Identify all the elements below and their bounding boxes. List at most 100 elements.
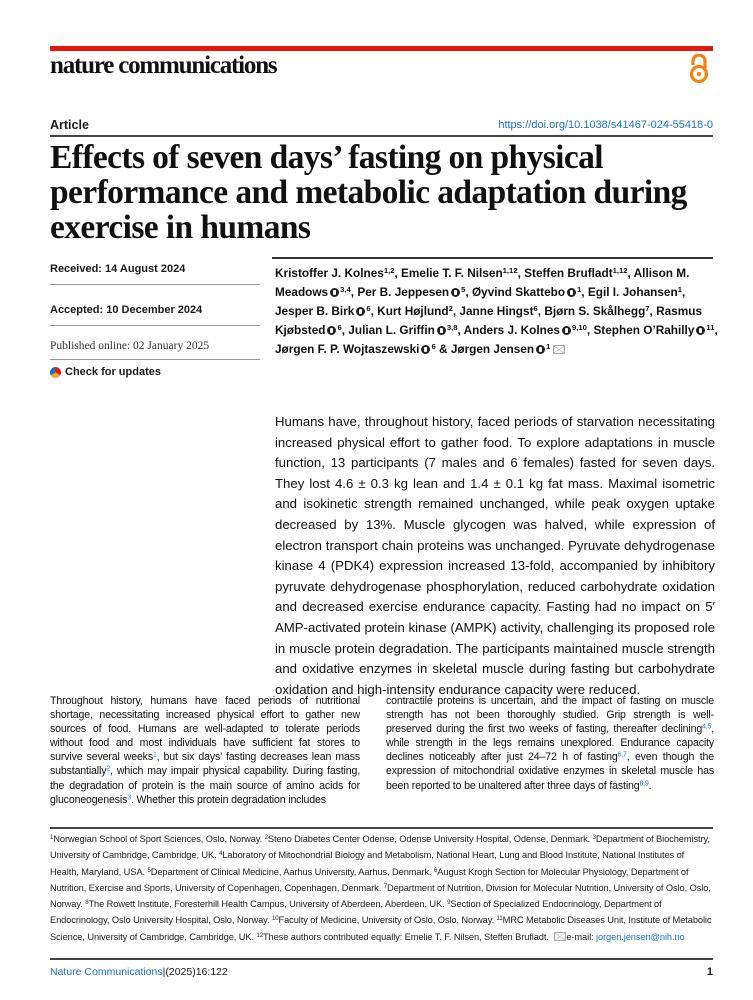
author-affiliation-ref: 11 (706, 323, 715, 333)
article-type: Article (50, 118, 89, 132)
author[interactable]: Anders J. Kolnes 9,10 (464, 323, 587, 337)
author-name: Jørgen Jensen (450, 342, 535, 356)
affiliation-number: 1 (50, 834, 54, 841)
orcid-icon[interactable] (356, 307, 366, 316)
check-for-updates-button[interactable]: Check for updates (50, 366, 161, 378)
email-icon[interactable] (553, 345, 566, 354)
divider (50, 135, 713, 137)
author-name: Stephen O’Rahilly (593, 323, 695, 337)
author[interactable]: Jørgen Jensen 1 (451, 342, 566, 356)
author-affiliation-ref: 5 (461, 285, 466, 295)
author[interactable]: Kristoffer J. Kolnes1,2 (275, 266, 394, 280)
author-name: Øyvind Skattebo (471, 285, 566, 299)
affiliation-number: 12 (256, 932, 263, 939)
author-affiliation-ref: 1 (677, 285, 682, 295)
reference-link[interactable]: 3 (127, 794, 131, 802)
divider (50, 958, 713, 960)
doi-link[interactable]: https://doi.org/10.1038/s41467-024-55418… (498, 119, 713, 131)
affiliation: Norwegian School of Sport Sciences, Oslo… (53, 834, 265, 844)
author-affiliation-ref: 7 (645, 304, 650, 314)
orcid-icon[interactable] (696, 326, 706, 335)
author-affiliation-ref: 6 (366, 304, 371, 314)
affiliation: Department of Nutrition, Division for Mo… (50, 882, 711, 910)
journal-logo: nature communications (50, 52, 278, 79)
author-affiliation-ref: 1 (546, 342, 551, 352)
author[interactable]: Per B. Jeppesen 5 (357, 285, 465, 299)
reference-link[interactable]: 2 (106, 766, 111, 774)
published-date: Published online: 02 January 2025 (50, 340, 210, 352)
affiliation-number: 9 (447, 900, 451, 907)
author-affiliation-ref: 6 (337, 323, 342, 333)
author-affiliation-ref: 1,12 (502, 266, 518, 276)
author[interactable]: Julian L. Griffin 3,8 (348, 323, 457, 337)
author-name: Jesper B. Birk (275, 304, 355, 318)
article-title: Effects of seven days’ fasting on physic… (50, 139, 687, 246)
affiliations: 1Norwegian School of Sport Sciences, Osl… (50, 831, 715, 945)
divider (272, 257, 713, 259)
divider (50, 325, 260, 326)
author[interactable]: Egil I. Johansen1 (588, 285, 682, 299)
footer-journal-link[interactable]: Nature Communications (50, 966, 163, 978)
author-name: Kurt Højlund (377, 304, 449, 318)
email-link[interactable]: jorgen.jensen@nih.no (596, 931, 685, 942)
affiliation-number: 7 (383, 883, 387, 890)
author[interactable]: Allison M. Meadows 3,4 (275, 266, 689, 299)
affiliation-number: 8 (85, 900, 89, 907)
check-for-updates-label: Check for updates (65, 366, 161, 378)
orcid-icon[interactable] (436, 326, 446, 335)
author[interactable]: Stephen O’Rahilly 11 (593, 323, 714, 337)
author[interactable]: Kurt Højlund2 (377, 304, 453, 318)
author[interactable]: Jesper B. Birk 6 (275, 304, 371, 318)
author-affiliation-ref: 3,4 (340, 285, 351, 295)
author-name: Jørgen F. P. Wojtaszewski (275, 342, 420, 356)
reference-link[interactable]: 6,7 (617, 751, 627, 759)
affiliation: Faculty of Medicine, University of Oslo,… (278, 915, 497, 926)
affiliation: Steno Diabetes Center Odense, Odense Uni… (267, 834, 593, 844)
reference-link[interactable]: 8,9 (639, 780, 649, 788)
footer-volume: |(2025)16:122 (162, 966, 228, 978)
author-list: Kristoffer J. Kolnes1,2, Emelie T. F. Ni… (275, 266, 718, 356)
divider (50, 827, 713, 829)
orcid-icon[interactable] (327, 326, 337, 335)
author-name: Allison M. Meadows (275, 266, 690, 299)
page-number: 1 (706, 966, 713, 978)
author-name: Julian L. Griffin (348, 323, 435, 337)
open-access-icon (689, 54, 709, 84)
affiliation: August Krogh Section for Molecular Physi… (50, 866, 689, 893)
email-icon (554, 931, 567, 941)
author-name: Janne Hingst (459, 304, 534, 318)
author-name: Anders J. Kolnes (463, 323, 560, 337)
reference-link[interactable]: 1 (152, 751, 157, 759)
author[interactable]: Janne Hingst6 (459, 304, 537, 318)
reference-link[interactable]: 4,5 (702, 723, 712, 731)
author[interactable]: Rasmus Kjøbsted 6 (275, 304, 702, 337)
author[interactable]: Øyvind Skattebo 1 (472, 285, 581, 299)
orcid-icon[interactable] (451, 288, 461, 297)
orcid-icon[interactable] (567, 288, 577, 297)
footer-citation: Nature Communications|(2025)16:122 (50, 966, 228, 978)
author[interactable]: Jørgen F. P. Wojtaszewski 6 (275, 342, 436, 356)
affiliation-number: 2 (264, 834, 268, 841)
author[interactable]: Bjørn S. Skålhegg7 (544, 304, 649, 318)
affiliation-number: 10 (272, 916, 279, 923)
affiliation-number: 5 (147, 867, 151, 874)
orcid-icon[interactable] (330, 288, 340, 297)
author-affiliation-ref: 1,2 (383, 266, 395, 276)
author-affiliation-ref: 1,12 (612, 266, 628, 276)
orcid-icon[interactable] (421, 345, 431, 354)
divider (50, 359, 260, 360)
author[interactable]: Steffen Brufladt1,12 (524, 266, 627, 280)
journal-accent-bar (50, 46, 713, 51)
received-date: Received: 14 August 2024 (50, 263, 186, 275)
orcid-icon[interactable] (561, 326, 571, 335)
affiliation: Department of Clinical Medicine, Aarhus … (150, 866, 435, 877)
author[interactable]: Emelie T. F. Nilsen1,12 (401, 266, 518, 280)
author-name: Per B. Jeppesen (357, 285, 450, 299)
affiliation: These authors contributed equally: Emeli… (262, 931, 552, 942)
author-affiliation-ref: 3,8 (446, 323, 458, 333)
author-affiliation-ref: 1 (577, 285, 582, 295)
affiliation-number: 3 (592, 834, 596, 841)
orcid-icon[interactable] (536, 345, 546, 354)
body-column-1: Throughout history, humans have faced pe… (50, 695, 360, 806)
accepted-date: Accepted: 10 December 2024 (50, 304, 203, 316)
